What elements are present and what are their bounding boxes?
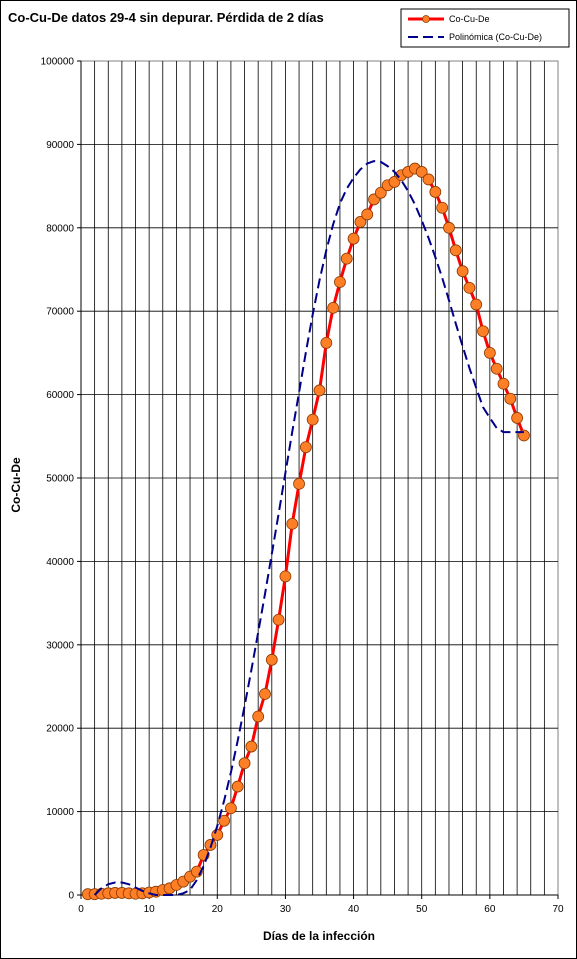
x-tick-label: 30 — [280, 904, 292, 915]
data-point — [429, 186, 442, 198]
data-point — [443, 221, 455, 234]
data-point — [259, 688, 271, 700]
data-point — [449, 244, 462, 257]
x-tick-label: 10 — [144, 904, 156, 915]
data-point — [320, 336, 333, 349]
y-tick-label: 80000 — [46, 223, 74, 234]
data-point — [327, 301, 340, 314]
data-point — [299, 441, 312, 454]
data-point — [347, 232, 360, 245]
data-point — [245, 740, 258, 753]
data-point — [354, 216, 367, 228]
legend-marker-series-1 — [422, 15, 430, 23]
data-point — [225, 802, 237, 815]
data-point — [334, 276, 346, 288]
data-point — [415, 166, 428, 178]
y-tick-label: 0 — [68, 891, 74, 902]
x-axis-label: Días de la infección — [263, 929, 375, 943]
legend: Co-Cu-De Polinómica (Co-Cu-De) — [400, 8, 570, 48]
y-tick-label: 70000 — [46, 307, 74, 318]
data-point — [293, 477, 305, 490]
legend-box — [400, 8, 570, 48]
x-tick-label: 60 — [484, 904, 496, 915]
y-tick-label: 20000 — [46, 724, 74, 735]
data-point — [238, 757, 251, 770]
data-point — [483, 346, 496, 359]
data-point — [231, 780, 244, 793]
data-point — [306, 413, 319, 426]
data-point — [340, 252, 353, 265]
tick-labels: 0 10000 20000 30000 40000 50000 60000 70000 8000… — [41, 57, 564, 916]
chart-title: Co-Cu-De datos 29-4 sin depurar. Pérdida… — [8, 10, 324, 25]
data-point — [374, 186, 387, 199]
data-point — [490, 362, 503, 375]
x-tick-label: 50 — [416, 904, 428, 915]
x-tick-label: 0 — [78, 904, 84, 915]
y-tick-label: 60000 — [46, 390, 74, 401]
data-point — [436, 201, 449, 214]
series-layer — [81, 160, 530, 901]
data-point — [456, 265, 469, 278]
data-point — [477, 325, 489, 338]
x-tick-label: 40 — [348, 904, 360, 915]
y-tick-label: 100000 — [41, 57, 75, 68]
legend-label-series-1: Co-Cu-De — [449, 14, 490, 24]
data-point — [218, 814, 231, 827]
data-point — [279, 570, 292, 583]
series-line-polinomica — [93, 160, 524, 896]
data-point — [286, 517, 299, 530]
x-tick-label: 20 — [212, 904, 224, 915]
data-point — [252, 710, 265, 723]
data-point — [497, 377, 510, 390]
y-tick-label: 10000 — [46, 807, 74, 818]
data-point — [470, 298, 483, 311]
y-tick-label: 30000 — [46, 640, 74, 651]
y-tick-label: 90000 — [46, 140, 74, 151]
data-point — [504, 392, 517, 405]
data-point — [463, 281, 476, 294]
x-tick-label: 70 — [552, 904, 564, 915]
data-point — [272, 613, 285, 626]
y-tick-label: 50000 — [46, 474, 74, 485]
data-point — [422, 173, 435, 186]
data-point — [265, 653, 278, 666]
y-axis-label: Co-Cu-De — [9, 457, 23, 513]
legend-label-series-2: Polinómica (Co-Cu-De) — [449, 32, 542, 42]
data-point — [511, 412, 524, 424]
data-point — [313, 384, 326, 397]
gridlines — [80, 61, 558, 896]
data-point — [361, 208, 374, 221]
y-tick-label: 40000 — [46, 557, 74, 568]
